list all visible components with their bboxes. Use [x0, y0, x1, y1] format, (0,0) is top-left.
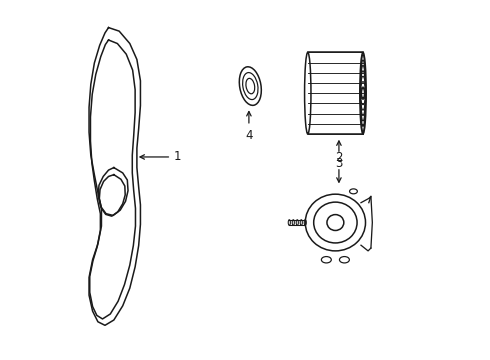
Text: 4: 4: [245, 112, 253, 141]
Text: 2: 2: [335, 151, 343, 182]
Text: 3: 3: [335, 141, 343, 170]
Text: 1: 1: [140, 150, 182, 163]
